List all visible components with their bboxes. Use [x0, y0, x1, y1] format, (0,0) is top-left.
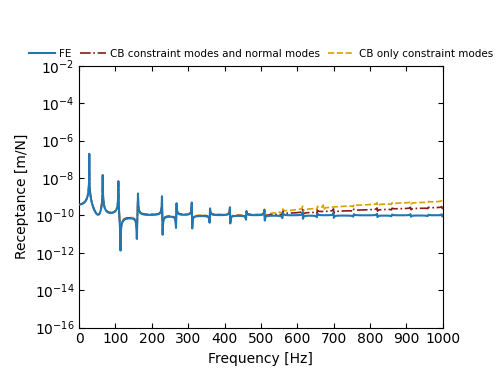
CB constraint modes and normal modes	[116, 217, 122, 222]
CB only constraint modes	[86, 152, 92, 156]
CB constraint modes and normal modes	[86, 152, 92, 156]
CB only constraint modes	[372, 202, 378, 207]
CB constraint modes and normal modes	[76, 202, 82, 207]
CB constraint modes and normal modes	[386, 207, 392, 212]
FE	[349, 214, 355, 218]
CB only constraint modes	[117, 226, 123, 231]
CB constraint modes and normal modes	[440, 206, 446, 211]
X-axis label: Frequency [Hz]: Frequency [Hz]	[208, 352, 314, 366]
Line: FE: FE	[80, 154, 442, 251]
Line: CB constraint modes and normal modes: CB constraint modes and normal modes	[80, 154, 442, 234]
FE	[76, 202, 82, 207]
CB constraint modes and normal modes	[118, 232, 124, 236]
FE	[118, 248, 124, 253]
FE	[398, 213, 404, 218]
CB only constraint modes	[76, 202, 82, 207]
CB only constraint modes	[386, 202, 392, 206]
CB constraint modes and normal modes	[372, 207, 378, 212]
FE	[86, 152, 92, 156]
Legend: FE, CB constraint modes and normal modes, CB only constraint modes: FE, CB constraint modes and normal modes…	[24, 45, 497, 63]
FE	[372, 213, 378, 218]
CB constraint modes and normal modes	[398, 207, 404, 211]
CB only constraint modes	[116, 217, 122, 222]
Y-axis label: Receptance [m/N]: Receptance [m/N]	[15, 134, 29, 259]
CB only constraint modes	[192, 213, 198, 218]
FE	[440, 214, 446, 218]
CB only constraint modes	[349, 204, 355, 208]
FE	[192, 214, 198, 219]
Line: CB only constraint modes: CB only constraint modes	[80, 154, 442, 229]
FE	[116, 217, 122, 221]
CB constraint modes and normal modes	[349, 209, 355, 213]
CB only constraint modes	[398, 201, 404, 205]
FE	[386, 213, 392, 218]
CB only constraint modes	[440, 200, 446, 205]
CB constraint modes and normal modes	[192, 214, 198, 218]
